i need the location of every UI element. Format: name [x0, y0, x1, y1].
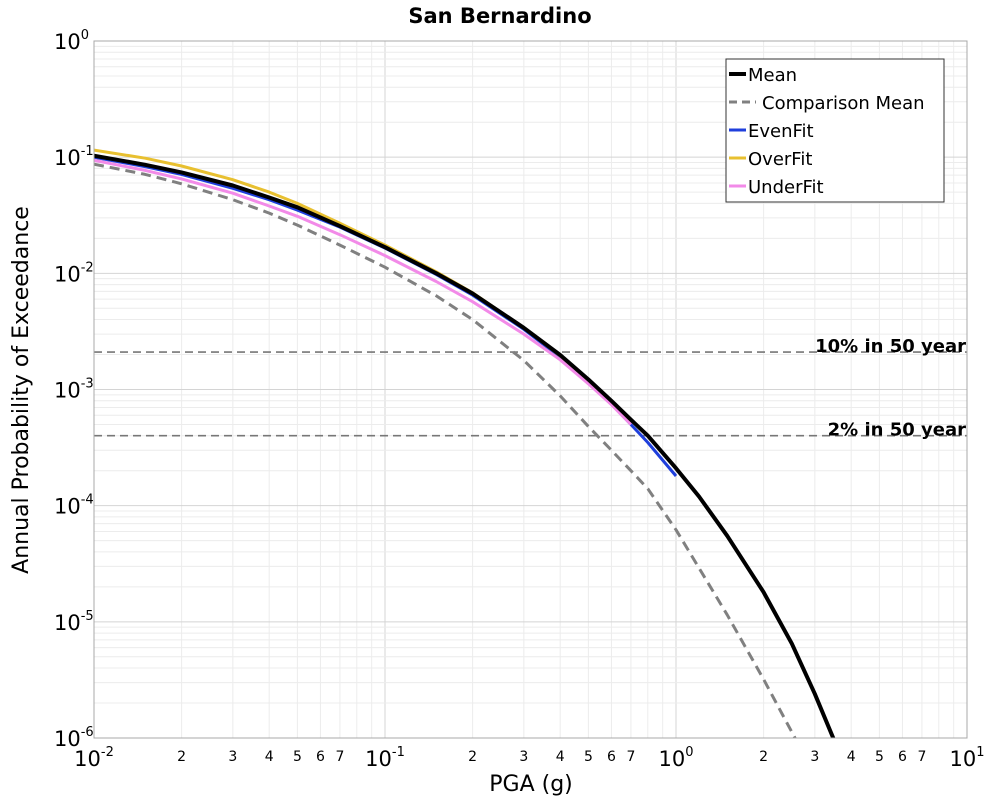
series-line-mean — [94, 153, 836, 738]
legend-label: UnderFit — [748, 177, 824, 198]
y-tick-base: 10 — [54, 146, 81, 170]
x-tick-exponent: -2 — [101, 745, 114, 760]
y-tick-exponent: 0 — [81, 28, 89, 43]
x-tick-base: 10 — [74, 747, 101, 771]
x-minor-tick-label: 7 — [626, 749, 635, 765]
x-minor-tick-label: 4 — [847, 749, 856, 765]
plot-frame — [93, 40, 968, 739]
legend-label: OverFit — [748, 149, 812, 170]
series-line-underfit — [94, 158, 632, 426]
x-tick-label: 10-2 — [74, 745, 114, 771]
y-tick-label: 10-4 — [54, 493, 94, 519]
y-tick-label: 10-3 — [54, 377, 94, 403]
x-tick-exponent: 0 — [685, 745, 693, 760]
x-minor-tick-label: 3 — [519, 749, 528, 765]
x-axis-label: PGA (g) — [489, 772, 573, 797]
reference-line-label: 10% in 50 year — [815, 336, 966, 357]
x-minor-tick-label: 7 — [335, 749, 344, 765]
series-lines — [94, 148, 852, 738]
series-line-overfit — [94, 148, 632, 424]
y-tick-exponent: -5 — [81, 609, 94, 624]
legend-label: EvenFit — [748, 121, 814, 142]
x-minor-tick-label: 7 — [917, 749, 926, 765]
y-tick-exponent: -1 — [81, 144, 94, 159]
x-minor-tick-label: 6 — [898, 749, 907, 765]
y-tick-base: 10 — [54, 611, 81, 635]
y-tick-exponent: -6 — [81, 725, 94, 740]
x-minor-tick-label: 2 — [759, 749, 768, 765]
x-minor-tick-label: 4 — [265, 749, 274, 765]
y-tick-exponent: -4 — [81, 493, 94, 508]
y-tick-exponent: -3 — [81, 377, 94, 392]
y-tick-base: 10 — [54, 262, 81, 286]
x-tick-label: 101 — [949, 745, 984, 771]
y-tick-base: 10 — [54, 30, 81, 54]
y-tick-label: 10-2 — [54, 260, 94, 286]
x-tick-base: 10 — [365, 747, 392, 771]
y-tick-exponent: -2 — [81, 260, 94, 275]
x-minor-tick-label: 6 — [316, 749, 325, 765]
x-tick-base: 10 — [658, 747, 685, 771]
x-tick-exponent: 1 — [976, 745, 984, 760]
reference-lines: 10% in 50 year 2% in 50 year — [94, 336, 967, 441]
y-axis-label: Annual Probability of Exceedance — [9, 206, 34, 574]
y-tick-label: 10-5 — [54, 609, 94, 635]
x-tick-label: 100 — [658, 745, 693, 771]
x-minor-tick-label: 5 — [293, 749, 302, 765]
legend-box — [725, 58, 945, 203]
y-tick-base: 10 — [54, 379, 81, 403]
y-tick-label: 10-1 — [54, 144, 94, 170]
chart-title: San Bernardino — [408, 4, 591, 28]
x-minor-tick-label: 5 — [875, 749, 884, 765]
x-tick-label: 10-1 — [365, 745, 405, 771]
legend-label: Comparison Mean — [762, 93, 925, 114]
x-minor-tick-label: 2 — [177, 749, 186, 765]
x-minor-tick-label: 4 — [556, 749, 565, 765]
y-tick-label: 100 — [54, 28, 89, 54]
x-minor-tick-label: 3 — [228, 749, 237, 765]
x-tick-exponent: -1 — [392, 745, 405, 760]
reference-line-label: 2% in 50 year — [828, 420, 966, 441]
legend-label: Mean — [748, 65, 797, 86]
y-tick-base: 10 — [54, 727, 81, 751]
grid — [93, 41, 967, 739]
y-tick-base: 10 — [54, 495, 81, 519]
x-minor-tick-label: 2 — [468, 749, 477, 765]
x-tick-base: 10 — [949, 747, 976, 771]
legend: Mean Comparison Mean EvenFit OverFit UnderFi… — [725, 58, 945, 203]
x-minor-tick-label: 5 — [584, 749, 593, 765]
y-tick-label: 10-6 — [54, 725, 94, 751]
series-line-comparison-mean — [94, 162, 852, 738]
x-minor-tick-label: 3 — [810, 749, 819, 765]
x-minor-tick-label: 6 — [607, 749, 616, 765]
